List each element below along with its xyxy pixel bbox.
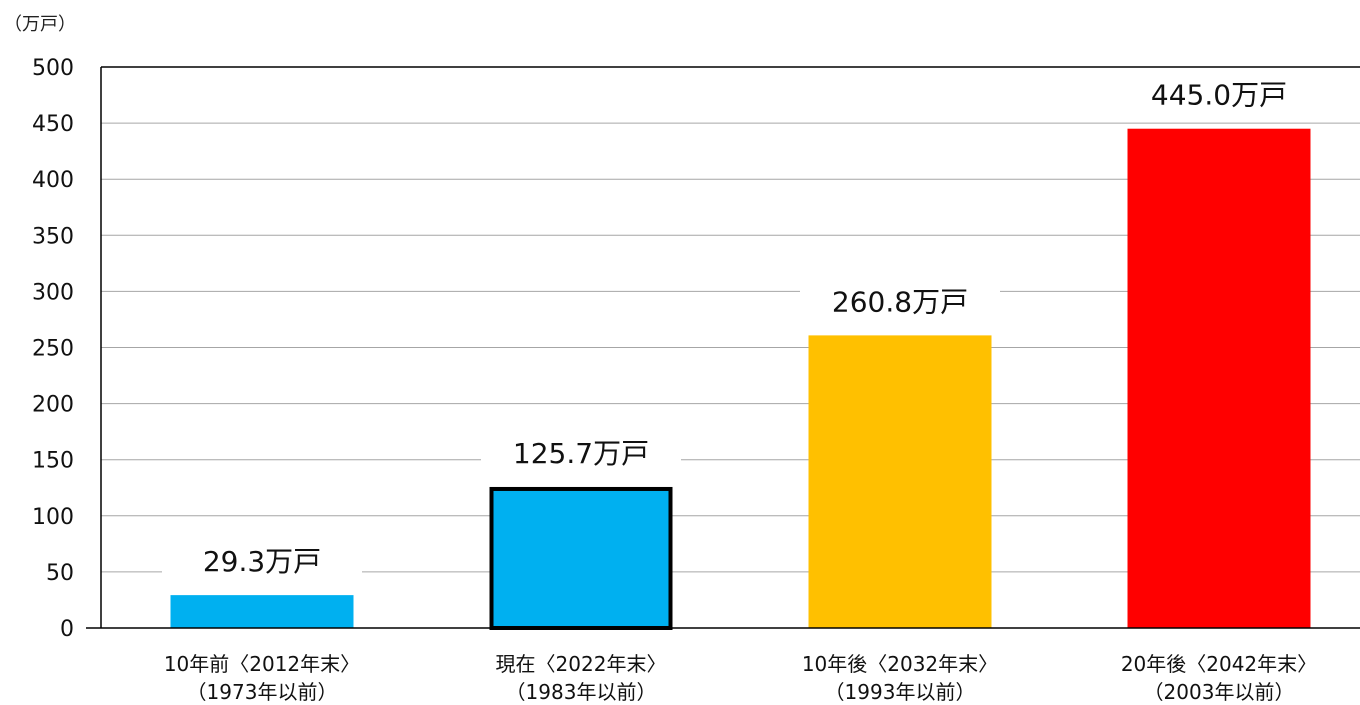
y-tick-label: 100: [32, 505, 74, 530]
x-category-labels: 10年前〈2012年末〉 （1973年以前） 現在〈2022年末〉 （1983年以前）…: [164, 652, 1317, 704]
data-labels: 29.3万戸 125.7万戸 260.8万戸 445.0万戸: [162, 74, 1319, 582]
x-category-label: 10年前〈2012年末〉: [164, 652, 360, 676]
y-tick-label: 50: [46, 561, 74, 586]
x-category-sublabel: （1983年以前）: [506, 680, 657, 704]
y-axis-unit-label: （万戸）: [4, 14, 76, 35]
bars: [170, 128, 1311, 630]
bar: [170, 595, 354, 628]
bar: [489, 486, 673, 630]
y-tick-labels: 0 50 100 150 200 250 300 350 400 450 500: [32, 56, 74, 642]
x-category-sublabel: （1973年以前）: [187, 680, 338, 704]
x-category-label: 現在〈2022年末〉: [496, 652, 667, 676]
y-tick-label: 200: [32, 393, 74, 418]
y-tick-label: 400: [32, 168, 74, 193]
y-tick-label: 300: [32, 280, 74, 305]
data-label-background: [800, 281, 1000, 322]
data-label-background: [481, 432, 681, 473]
x-category-sublabel: （2003年以前）: [1144, 680, 1295, 704]
data-label: 29.3万戸: [203, 545, 321, 578]
data-label: 445.0万戸: [1151, 79, 1287, 112]
bar: [808, 335, 992, 628]
axes: [86, 66, 1360, 629]
y-tick-label: 350: [32, 224, 74, 249]
x-category-sublabel: （1993年以前）: [825, 680, 976, 704]
data-label: 260.8万戸: [832, 285, 968, 318]
data-label-background: [162, 541, 362, 582]
y-tick-label: 500: [32, 56, 74, 81]
y-tick-label: 250: [32, 337, 74, 362]
data-label-background: [1119, 74, 1319, 115]
data-label: 125.7万戸: [513, 437, 649, 470]
y-tick-label: 0: [60, 617, 74, 642]
x-category-label: 20年後〈2042年末〉: [1121, 652, 1317, 676]
bar: [1127, 128, 1311, 628]
x-category-label: 10年後〈2032年末〉: [802, 652, 998, 676]
y-tick-label: 150: [32, 449, 74, 474]
y-tick-label: 450: [32, 112, 74, 137]
